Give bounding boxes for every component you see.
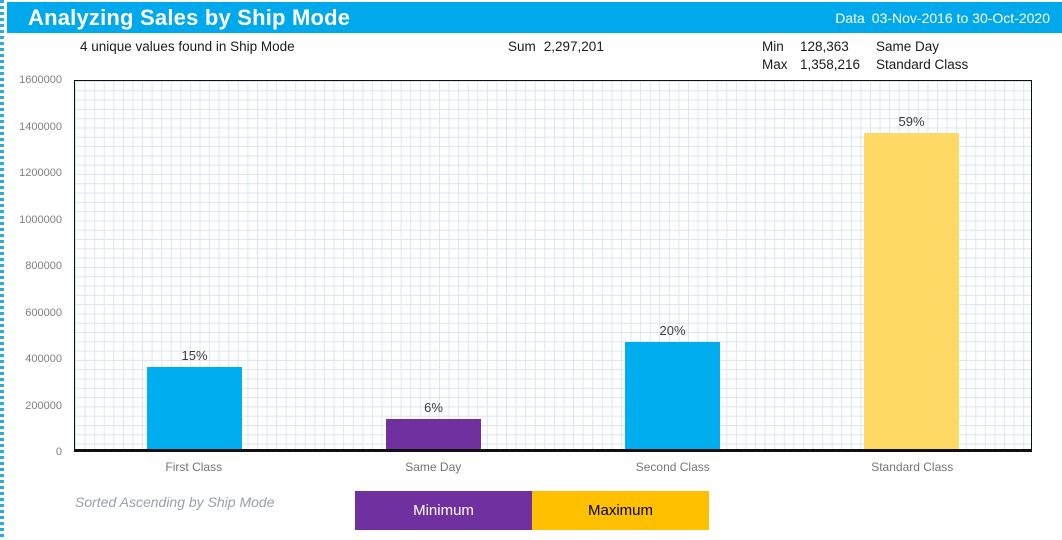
bar-slot-first-class: 15%: [75, 81, 314, 449]
y-tick-label: 1600000: [19, 74, 62, 86]
bar-second-class[interactable]: [625, 342, 720, 449]
y-tick-label: 1400000: [19, 120, 62, 133]
sort-order-note: Sorted Ascending by Ship Mode: [75, 494, 275, 510]
legend-item-minimum[interactable]: Minimum: [355, 491, 532, 530]
bar-group-standard-class: 59%: [864, 114, 959, 449]
x-axis-labels: First Class Same Day Second Class Standard …: [74, 460, 1032, 474]
sum-label: Sum: [508, 39, 536, 54]
bar-percent-label-standard-class: 59%: [898, 114, 925, 130]
y-tick-label: 1200000: [19, 167, 62, 179]
x-axis-label-standard-class: Standard Class: [871, 460, 954, 474]
y-tick-label: 600000: [25, 306, 62, 319]
bar-slot-second-class: 20%: [553, 81, 792, 449]
date-range-label: Data: [835, 9, 865, 26]
max-label: Max: [762, 57, 788, 72]
legend-item-maximum[interactable]: Maximum: [532, 491, 709, 530]
max-category: Standard Class: [876, 57, 969, 72]
bar-percent-label-same-day: 6%: [424, 400, 443, 416]
x-axis-label-first-class: First Class: [165, 460, 223, 474]
bar-group-second-class: 20%: [625, 323, 720, 449]
bar-group-first-class: 15%: [147, 348, 242, 449]
chart-plot-area: 15% 6% 20% 59%: [74, 80, 1032, 452]
y-tick-label: 0: [55, 446, 62, 458]
date-range-value: 03-Nov-2016 to 30-Oct-2020: [871, 9, 1050, 26]
bar-series: 15% 6% 20% 59%: [75, 81, 1031, 449]
y-tick-label: 1000000: [19, 213, 62, 226]
bar-percent-label-second-class: 20%: [659, 323, 686, 339]
y-tick-label: 400000: [25, 353, 62, 365]
sum-value: 2,297,201: [543, 39, 604, 54]
min-label: Min: [762, 39, 784, 54]
bar-group-same-day: 6%: [386, 400, 481, 449]
summary-stats-row: 4 unique values found in Ship Mode Sum 2…: [0, 36, 1062, 78]
sum-stat: Sum 2,297,201: [508, 39, 604, 54]
x-axis-label-second-class: Second Class: [635, 460, 710, 474]
min-value: 128,363: [800, 39, 849, 54]
bar-slot-standard-class: 59%: [792, 81, 1031, 449]
bar-same-day[interactable]: [386, 419, 481, 449]
y-tick-label: 800000: [25, 260, 62, 272]
bar-percent-label-first-class: 15%: [181, 348, 208, 364]
y-tick-label: 200000: [25, 399, 62, 412]
x-axis-label-same-day: Same Day: [405, 460, 462, 474]
bar-standard-class[interactable]: [864, 133, 959, 449]
page-title: Analyzing Sales by Ship Mode: [28, 4, 351, 30]
unique-values-note: 4 unique values found in Ship Mode: [80, 39, 295, 54]
legend: Minimum Maximum: [355, 491, 709, 530]
data-date-range: Data 03-Nov-2016 to 30-Oct-2020: [835, 10, 1062, 26]
min-max-stats: Min 128,363 Same Day Max 1,358,216 Stand…: [762, 39, 968, 72]
min-category: Same Day: [876, 39, 940, 54]
max-value: 1,358,216: [800, 57, 861, 72]
header-bar: Analyzing Sales by Ship Mode Data 03-Nov…: [7, 2, 1062, 33]
perforated-edge-decoration: [0, 0, 4, 540]
y-axis: 0 200000 400000 600000 800000 1000000 1200000 1…: [0, 74, 62, 458]
bar-first-class[interactable]: [147, 367, 242, 449]
bar-slot-same-day: 6%: [314, 81, 553, 449]
